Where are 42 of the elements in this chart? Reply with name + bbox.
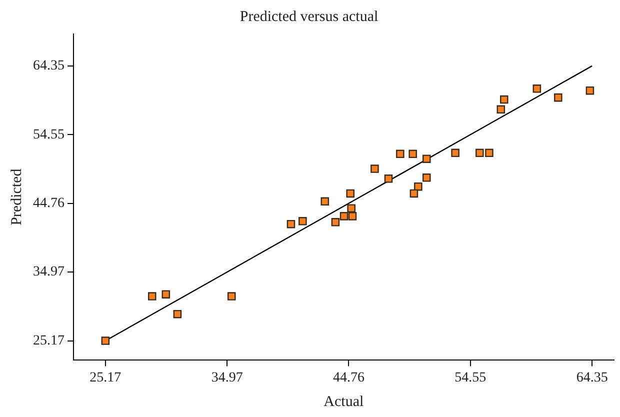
x-tick-label: 64.35: [576, 370, 608, 386]
point: [396, 150, 404, 158]
y-tick-label: 64.35: [33, 58, 64, 74]
point: [370, 164, 379, 173]
x-tick-label: 34.97: [211, 370, 243, 386]
point: [101, 336, 110, 345]
point: [298, 217, 307, 226]
point: [340, 212, 348, 220]
point: [422, 174, 431, 182]
y-axis-title: Predicted: [8, 168, 25, 226]
point: [346, 189, 354, 198]
x-tick-label: 25.17: [90, 370, 122, 386]
point: [331, 218, 340, 226]
y-tick-label: 34.97: [33, 264, 64, 280]
point: [500, 95, 508, 104]
point: [408, 150, 417, 158]
x-tick-label: 44.76: [332, 370, 364, 386]
point: [410, 189, 418, 198]
point: [451, 148, 460, 158]
x-axis-title: Actual: [324, 394, 364, 410]
point: [162, 290, 170, 298]
point: [586, 86, 594, 95]
point: [348, 212, 357, 220]
point: [148, 292, 156, 300]
y-tick-label: 25.17: [33, 333, 64, 348]
point: [554, 93, 562, 102]
point: [414, 182, 422, 191]
point: [532, 84, 542, 93]
point: [476, 148, 484, 158]
y-tick-label: 44.76: [33, 196, 64, 212]
point: [227, 292, 236, 300]
point: [320, 197, 330, 206]
x-tick-label: 54.55: [454, 370, 486, 386]
point: [485, 148, 494, 158]
point: [286, 220, 296, 228]
point: [347, 204, 356, 212]
y-tick-label: 54.55: [33, 127, 64, 142]
point: [173, 310, 182, 318]
point: [496, 105, 506, 114]
point: [422, 154, 431, 164]
point: [384, 174, 393, 183]
chart-title: Predicted versus actual: [240, 8, 378, 25]
